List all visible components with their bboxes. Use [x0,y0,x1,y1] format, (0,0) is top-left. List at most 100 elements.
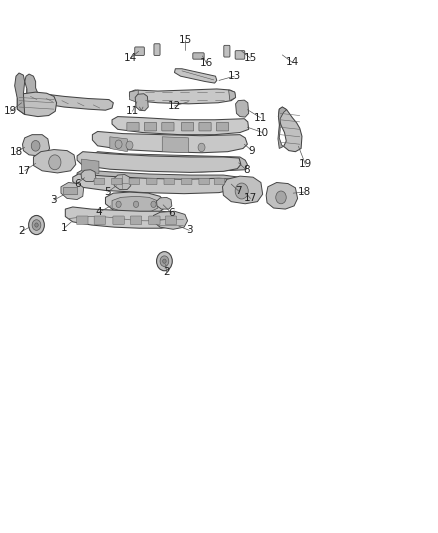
Text: 11: 11 [254,112,267,123]
Polygon shape [17,92,57,117]
Polygon shape [92,152,247,172]
FancyBboxPatch shape [165,216,177,224]
Text: 17: 17 [18,166,32,176]
Text: 2: 2 [18,227,25,237]
Polygon shape [92,132,247,153]
Text: 18: 18 [9,147,23,157]
Polygon shape [25,74,38,96]
Polygon shape [27,89,113,110]
FancyBboxPatch shape [199,178,209,184]
Polygon shape [77,152,241,172]
Circle shape [32,220,41,230]
Text: 19: 19 [4,106,17,116]
FancyBboxPatch shape [181,178,192,184]
FancyBboxPatch shape [129,178,140,184]
Polygon shape [229,90,236,101]
Circle shape [31,141,40,151]
Polygon shape [81,159,99,173]
Circle shape [160,256,169,266]
Polygon shape [112,196,158,212]
Text: 3: 3 [186,225,193,236]
Polygon shape [110,137,127,152]
Polygon shape [112,117,249,135]
FancyBboxPatch shape [235,51,245,59]
Circle shape [134,201,139,207]
FancyBboxPatch shape [224,45,230,57]
FancyBboxPatch shape [77,216,88,224]
Polygon shape [162,137,188,153]
FancyBboxPatch shape [131,216,142,224]
Polygon shape [135,94,148,111]
Text: 3: 3 [51,195,57,205]
FancyBboxPatch shape [145,123,156,131]
Circle shape [235,183,248,199]
Text: 10: 10 [256,127,269,138]
Polygon shape [33,150,76,173]
Text: 18: 18 [297,187,311,197]
Text: 5: 5 [104,187,111,197]
Circle shape [151,201,156,207]
Text: 2: 2 [163,267,170,277]
FancyBboxPatch shape [149,216,160,224]
FancyBboxPatch shape [135,47,145,55]
Polygon shape [114,174,131,189]
Circle shape [156,252,172,271]
Text: 11: 11 [126,106,139,116]
Text: 7: 7 [235,186,242,196]
FancyBboxPatch shape [112,178,122,184]
Circle shape [115,140,122,149]
Polygon shape [65,207,179,228]
Circle shape [49,155,61,169]
FancyBboxPatch shape [164,178,174,184]
Text: 17: 17 [244,193,257,204]
Polygon shape [81,169,96,181]
FancyBboxPatch shape [127,123,139,131]
Polygon shape [14,73,25,115]
FancyBboxPatch shape [113,216,124,224]
Circle shape [35,223,38,227]
Text: 19: 19 [299,159,312,169]
FancyBboxPatch shape [94,178,105,184]
Text: 16: 16 [200,59,213,68]
FancyBboxPatch shape [162,123,174,131]
Polygon shape [266,182,297,209]
Circle shape [162,259,166,263]
Text: 8: 8 [243,165,249,175]
Text: 6: 6 [169,208,175,219]
Polygon shape [156,197,172,209]
Polygon shape [153,211,187,229]
Polygon shape [130,90,138,103]
Text: 12: 12 [168,101,181,111]
Polygon shape [61,182,84,199]
Text: 14: 14 [286,58,299,67]
Text: 14: 14 [124,53,138,63]
FancyBboxPatch shape [181,123,194,131]
Circle shape [276,191,286,204]
Polygon shape [22,135,49,156]
Polygon shape [278,107,287,149]
Text: 4: 4 [95,207,102,217]
Circle shape [116,201,121,207]
Polygon shape [174,69,217,83]
Text: 13: 13 [228,71,241,81]
Text: 15: 15 [178,35,191,45]
Polygon shape [236,100,249,117]
FancyBboxPatch shape [147,178,157,184]
FancyBboxPatch shape [154,44,160,55]
Circle shape [126,141,133,150]
Polygon shape [223,176,263,204]
Text: 15: 15 [244,53,257,63]
FancyBboxPatch shape [193,53,204,59]
Polygon shape [130,89,236,104]
Polygon shape [279,107,302,152]
FancyBboxPatch shape [64,187,78,195]
Text: 1: 1 [61,223,67,233]
Polygon shape [106,192,164,214]
Polygon shape [73,174,234,193]
FancyBboxPatch shape [214,178,225,184]
FancyBboxPatch shape [216,123,229,131]
FancyBboxPatch shape [94,216,106,224]
Text: 6: 6 [74,179,81,189]
Circle shape [28,215,44,235]
Circle shape [198,143,205,152]
